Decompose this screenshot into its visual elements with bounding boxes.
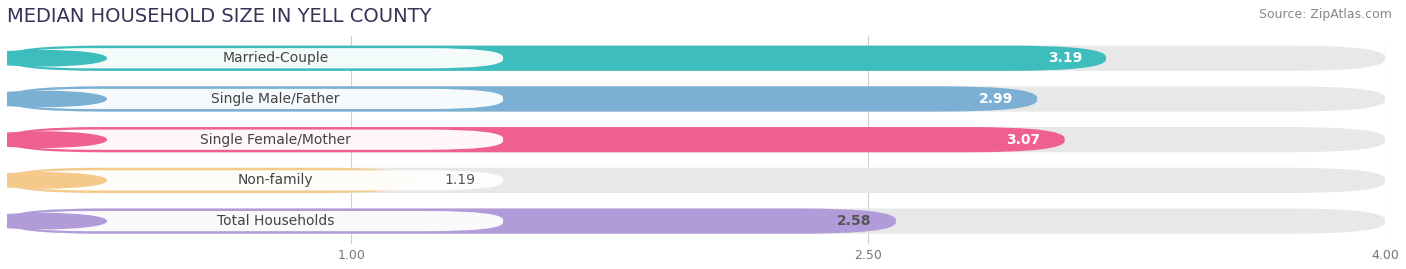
- Text: Single Female/Mother: Single Female/Mother: [200, 133, 352, 147]
- Text: Single Male/Father: Single Male/Father: [211, 92, 340, 106]
- FancyBboxPatch shape: [7, 127, 1385, 152]
- FancyBboxPatch shape: [7, 86, 1038, 112]
- FancyBboxPatch shape: [7, 46, 1385, 71]
- FancyBboxPatch shape: [7, 168, 418, 193]
- Text: 2.99: 2.99: [979, 92, 1012, 106]
- Circle shape: [0, 91, 107, 107]
- Text: Source: ZipAtlas.com: Source: ZipAtlas.com: [1258, 8, 1392, 21]
- Text: 3.07: 3.07: [1007, 133, 1040, 147]
- Circle shape: [0, 173, 107, 188]
- FancyBboxPatch shape: [7, 208, 896, 234]
- Text: 1.19: 1.19: [444, 174, 475, 187]
- FancyBboxPatch shape: [7, 86, 1385, 112]
- FancyBboxPatch shape: [7, 168, 1385, 193]
- Text: Total Households: Total Households: [217, 214, 335, 228]
- Circle shape: [0, 132, 107, 147]
- FancyBboxPatch shape: [14, 170, 503, 190]
- Text: 3.19: 3.19: [1047, 51, 1083, 65]
- FancyBboxPatch shape: [7, 46, 1107, 71]
- FancyBboxPatch shape: [14, 89, 503, 109]
- Text: Married-Couple: Married-Couple: [222, 51, 329, 65]
- Circle shape: [0, 51, 107, 66]
- Circle shape: [0, 213, 107, 229]
- FancyBboxPatch shape: [7, 127, 1064, 152]
- Text: MEDIAN HOUSEHOLD SIZE IN YELL COUNTY: MEDIAN HOUSEHOLD SIZE IN YELL COUNTY: [7, 7, 432, 26]
- Text: 2.58: 2.58: [837, 214, 872, 228]
- FancyBboxPatch shape: [7, 208, 1385, 234]
- FancyBboxPatch shape: [14, 130, 503, 150]
- FancyBboxPatch shape: [14, 48, 503, 68]
- Text: Non-family: Non-family: [238, 174, 314, 187]
- FancyBboxPatch shape: [14, 211, 503, 231]
